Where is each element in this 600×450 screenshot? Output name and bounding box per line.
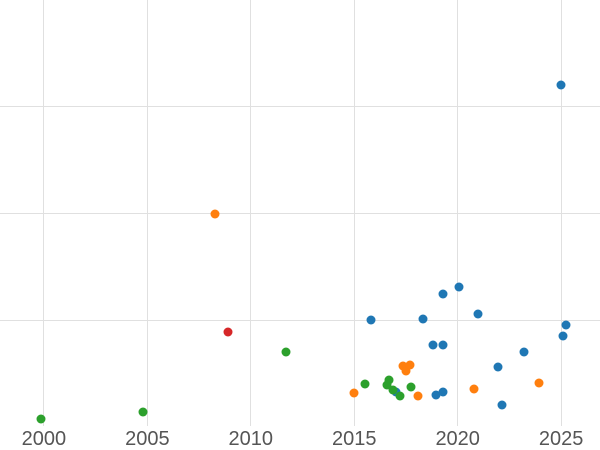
x-tick-label-2010: 2010 (228, 428, 274, 450)
x-tick-label-2005: 2005 (125, 428, 170, 450)
data-point-orange (349, 388, 359, 398)
y-gridline-2 (0, 213, 600, 215)
x-gridline-2010 (250, 0, 252, 426)
data-point-red (223, 327, 233, 337)
x-gridline-2015 (353, 0, 355, 426)
data-point-orange (401, 366, 411, 376)
data-point-green (388, 385, 398, 395)
data-point-green (406, 382, 416, 392)
data-point-blue (438, 289, 448, 299)
data-point-orange (534, 378, 544, 388)
x-gridline-2000 (43, 0, 45, 426)
data-point-green (395, 391, 405, 401)
data-point-blue (556, 80, 566, 90)
data-point-blue (561, 320, 571, 330)
data-point-green (138, 407, 148, 417)
x-tick-label-2000: 2000 (21, 428, 67, 450)
data-point-green (281, 347, 291, 357)
x-tick-label-2025: 2025 (538, 428, 584, 450)
data-point-orange (398, 361, 408, 371)
data-point-green (36, 414, 46, 424)
data-point-blue (558, 331, 568, 341)
y-gridline-1 (0, 319, 600, 321)
data-point-green (382, 380, 392, 390)
data-point-blue (431, 390, 441, 400)
data-point-orange (413, 391, 423, 401)
y-gridline-3 (0, 106, 600, 108)
data-point-blue (519, 347, 529, 357)
data-point-blue (454, 282, 464, 292)
x-tick-label-2020: 2020 (435, 428, 480, 450)
data-point-orange (210, 209, 220, 219)
x-gridline-2020 (457, 0, 459, 426)
data-point-blue (418, 314, 428, 324)
x-gridline-2005 (146, 0, 148, 426)
data-point-blue (438, 340, 448, 350)
data-point-blue (438, 387, 448, 397)
data-point-blue (497, 400, 507, 409)
x-gridline-2025 (560, 0, 562, 426)
data-point-blue (366, 315, 376, 325)
x-tick-label-2015: 2015 (332, 428, 377, 450)
data-point-green (384, 375, 394, 385)
data-point-orange (469, 384, 479, 393)
data-point-blue (473, 309, 483, 319)
data-point-green (360, 379, 370, 389)
data-point-blue (493, 362, 503, 372)
data-point-blue (428, 340, 438, 350)
data-point-orange (405, 360, 415, 370)
